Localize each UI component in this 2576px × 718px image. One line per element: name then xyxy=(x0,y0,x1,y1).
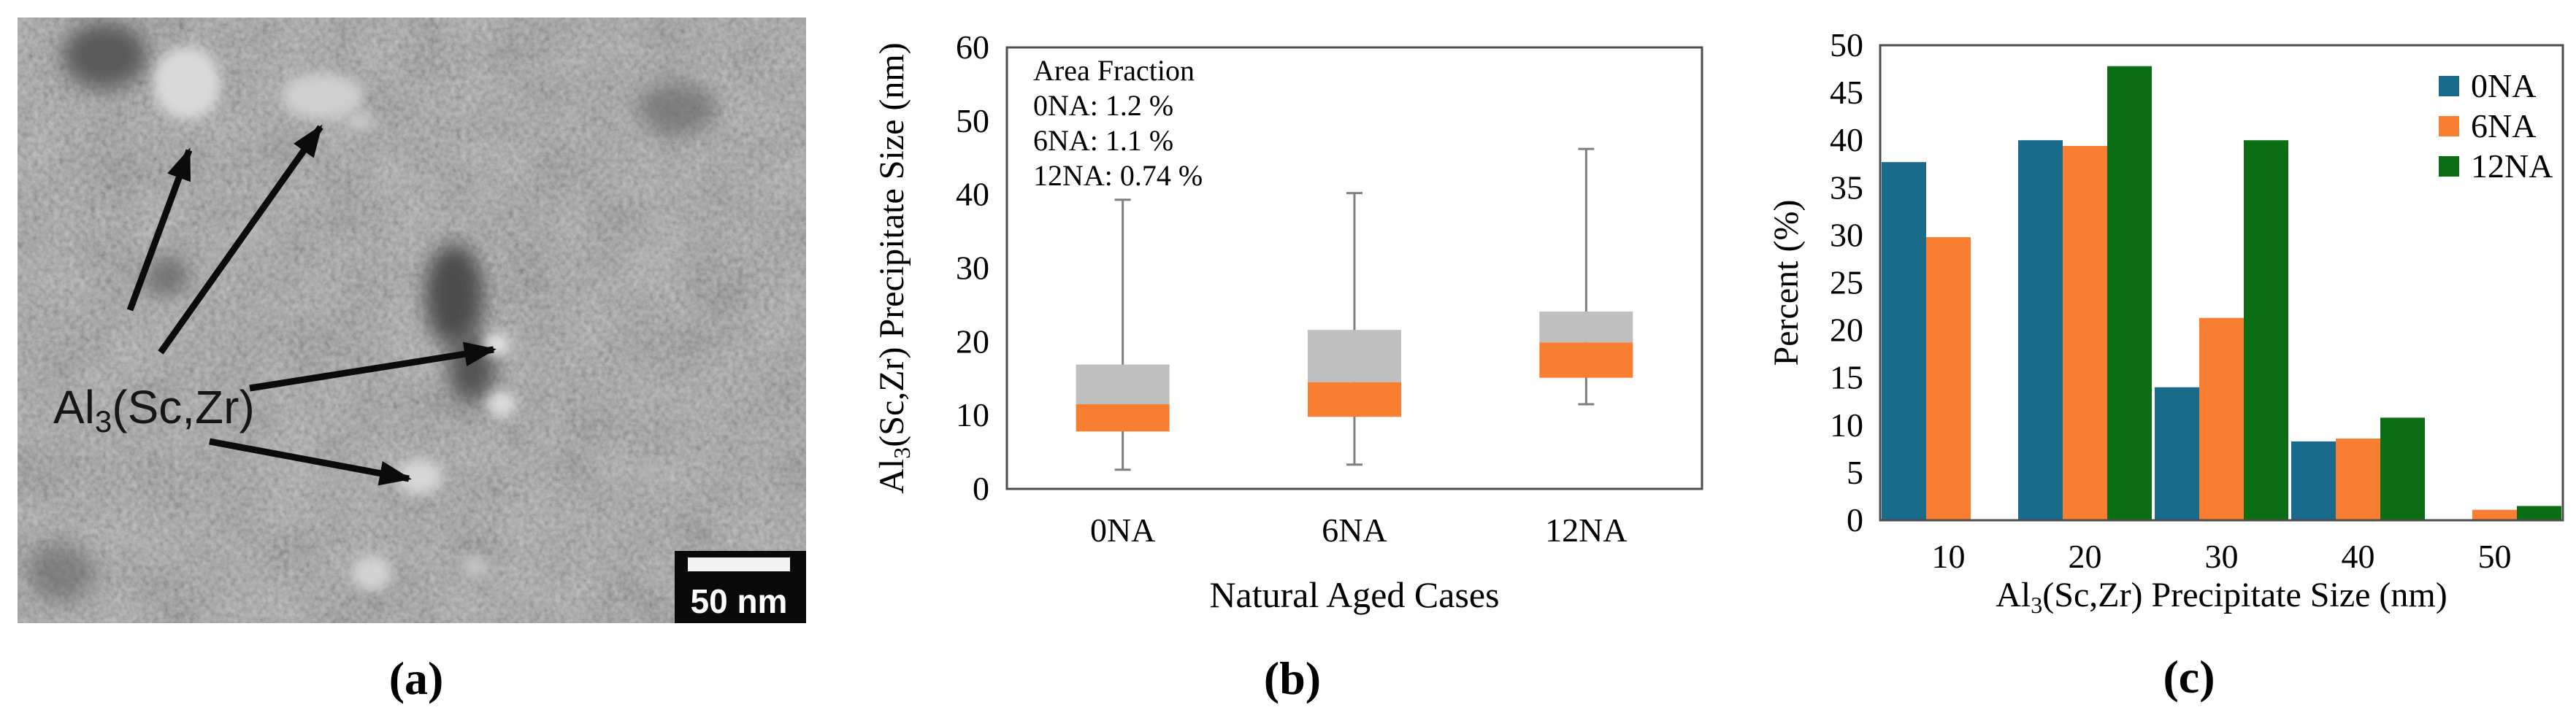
bar-6NA-30 xyxy=(2199,317,2244,520)
arrow-icon xyxy=(126,147,193,312)
legend-label-6NA: 6NA xyxy=(2471,107,2536,144)
y-axis-title: Percent (%) xyxy=(1767,200,1806,366)
legend-swatch-6NA xyxy=(2439,116,2459,136)
box-lower-quartile xyxy=(1539,342,1633,378)
box-0NA xyxy=(1076,198,1170,471)
area-fraction-line: 0NA: 1.2 % xyxy=(1033,89,1173,122)
y-tick-label: 40 xyxy=(956,176,989,213)
bar-12NA-30 xyxy=(2244,140,2288,520)
plot-border xyxy=(1879,44,2564,522)
x-tick-label: 20 xyxy=(2069,538,2102,575)
box-12NA xyxy=(1539,147,1633,406)
y-tick-label: 45 xyxy=(1830,74,1863,111)
y-tick-label: 30 xyxy=(1830,216,1863,253)
y-tick-label: 30 xyxy=(956,250,989,287)
precipitate-label-group: Al3(Sc,Zr) xyxy=(53,381,255,439)
caption-a: (a) xyxy=(388,652,444,704)
x-tick-label: 6NA xyxy=(1322,512,1387,549)
arrow-icon xyxy=(249,341,497,392)
bar-0NA-10 xyxy=(1882,162,1926,520)
precipitate-blobs xyxy=(153,47,656,591)
bar-0NA-20 xyxy=(2018,140,2063,520)
caption-c: (c) xyxy=(2163,651,2215,703)
area-fraction-line: 6NA: 1.1 % xyxy=(1033,124,1173,157)
bar-6NA-50 xyxy=(2472,509,2517,520)
scale-bar-rule xyxy=(688,557,790,571)
legend-label-12NA: 12NA xyxy=(2471,147,2553,185)
box-upper-quartile xyxy=(1539,311,1633,343)
bar-6NA-10 xyxy=(1926,237,1971,520)
y-tick-label: 35 xyxy=(1830,169,1863,206)
x-tick-label: 12NA xyxy=(1545,512,1627,549)
arrow-icon xyxy=(158,124,323,355)
scale-bar-label-group: 50 nm xyxy=(691,582,788,620)
bar-12NA-50 xyxy=(2517,506,2561,520)
x-tick-label: 10 xyxy=(1932,538,1966,575)
y-axis-title: Al3(Sc,Zr) Precipitate Size (nm) xyxy=(873,42,915,493)
bar-6NA-40 xyxy=(2336,439,2380,520)
y-tick-label: 60 xyxy=(956,28,989,66)
area-fraction-line: Area Fraction xyxy=(1033,54,1195,87)
x-axis-title: Al3(Sc,Zr) Precipitate Size (nm) xyxy=(1996,576,2447,618)
y-tick-label: 50 xyxy=(956,102,989,139)
x-tick-label: 0NA xyxy=(1090,512,1155,549)
x-tick-label: 40 xyxy=(2342,538,2375,575)
bar-12NA-40 xyxy=(2380,417,2425,520)
box-6NA xyxy=(1308,192,1401,466)
x-tick-label: 30 xyxy=(2205,538,2239,575)
legend-swatch-12NA xyxy=(2439,156,2459,177)
y-tick-label: 20 xyxy=(956,323,989,360)
legend-swatch-0NA xyxy=(2439,76,2459,96)
y-tick-label: 5 xyxy=(1847,454,1863,491)
box-lower-quartile xyxy=(1076,404,1170,432)
bar-0NA-40 xyxy=(2291,441,2336,520)
y-tick-label: 20 xyxy=(1830,312,1863,349)
x-axis-title: Natural Aged Cases xyxy=(1209,574,1499,615)
dark-contrast-regions xyxy=(28,22,718,601)
precipitate-label: Al3(Sc,Zr) xyxy=(53,381,255,439)
annotation-arrows xyxy=(126,124,497,486)
bar-0NA-30 xyxy=(2155,387,2199,520)
caption-b: (b) xyxy=(1263,652,1322,704)
y-tick-label: 10 xyxy=(956,396,989,433)
y-tick-label: 50 xyxy=(1830,26,1863,63)
y-tick-label: 10 xyxy=(1830,406,1863,444)
bar-12NA-20 xyxy=(2107,66,2152,521)
area-fraction-line: 12NA: 0.74 % xyxy=(1033,159,1203,192)
scale-bar-label: 50 nm xyxy=(691,582,788,620)
legend-label-0NA: 0NA xyxy=(2471,67,2536,104)
scale-bar: 50 nm xyxy=(675,551,806,623)
y-tick-label: 25 xyxy=(1830,264,1863,301)
box-upper-quartile xyxy=(1076,364,1170,405)
plot-border xyxy=(1005,46,1703,490)
box-upper-quartile xyxy=(1308,330,1401,382)
arrow-icon xyxy=(209,438,412,486)
y-tick-label: 15 xyxy=(1830,359,1863,396)
bar-6NA-20 xyxy=(2063,146,2107,521)
y-tick-label: 0 xyxy=(973,470,989,507)
box-lower-quartile xyxy=(1308,382,1401,417)
y-tick-label: 0 xyxy=(1847,501,1863,538)
panel-c-barchart: 10 20 30 40 50 0 5 10 15 20 25 30 35 40 45 50 Al3(Sc,Zr)… xyxy=(1767,26,2564,618)
y-tick-label: 40 xyxy=(1830,121,1863,158)
x-tick-label: 50 xyxy=(2478,538,2512,575)
panel-a-micrograph: Al3(Sc,Zr) 50 nm xyxy=(18,18,806,623)
